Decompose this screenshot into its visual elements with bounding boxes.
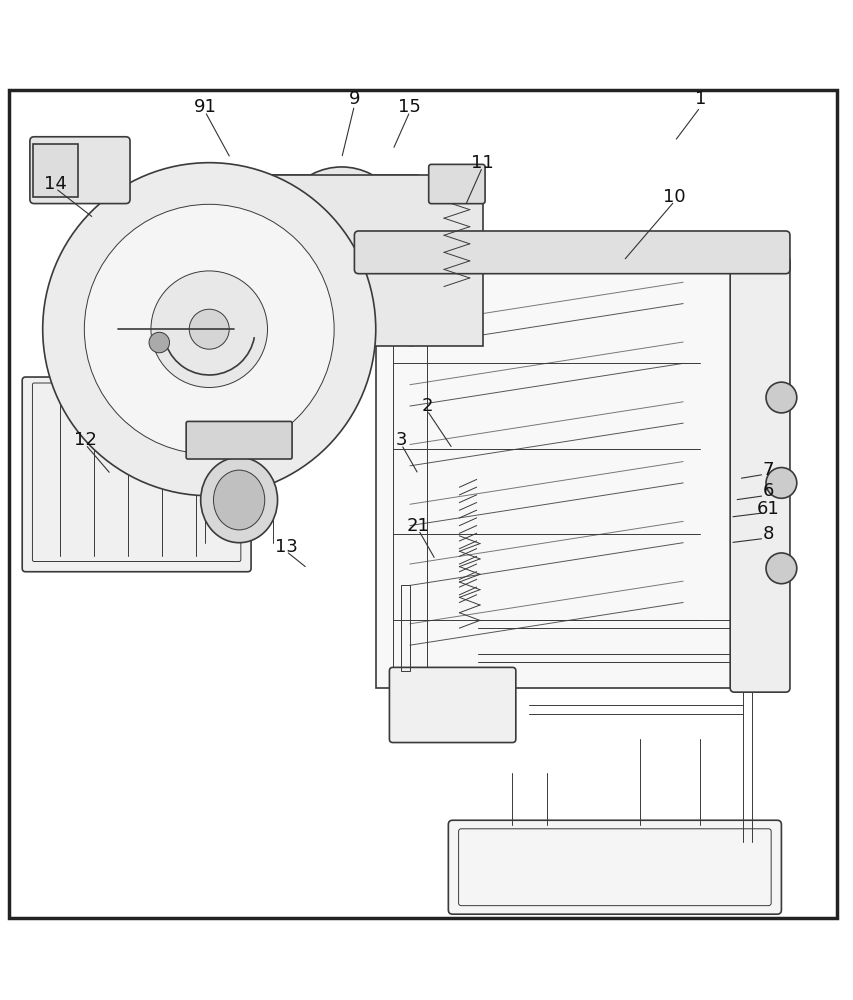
Text: 9: 9 (348, 90, 360, 108)
FancyBboxPatch shape (30, 137, 130, 204)
Circle shape (189, 309, 229, 349)
Text: 21: 21 (407, 517, 429, 535)
Circle shape (765, 468, 796, 498)
Circle shape (765, 553, 796, 584)
Circle shape (765, 382, 796, 413)
FancyBboxPatch shape (22, 377, 251, 572)
Text: 11: 11 (471, 154, 493, 172)
FancyBboxPatch shape (209, 175, 482, 346)
Text: 1: 1 (693, 90, 705, 108)
FancyBboxPatch shape (33, 144, 78, 197)
Text: 7: 7 (762, 461, 774, 479)
Text: 61: 61 (757, 500, 779, 518)
Text: 10: 10 (663, 188, 685, 206)
Ellipse shape (213, 470, 264, 530)
Text: 14: 14 (44, 175, 67, 193)
FancyBboxPatch shape (186, 421, 292, 459)
Ellipse shape (264, 167, 418, 355)
Circle shape (43, 163, 375, 496)
Circle shape (84, 204, 334, 454)
Text: 6: 6 (762, 482, 774, 500)
Circle shape (149, 332, 169, 353)
FancyBboxPatch shape (729, 257, 789, 692)
Text: 8: 8 (762, 525, 774, 543)
Text: 3: 3 (395, 431, 407, 449)
FancyBboxPatch shape (428, 164, 485, 204)
FancyBboxPatch shape (375, 261, 751, 688)
Text: 12: 12 (74, 431, 96, 449)
Text: 15: 15 (398, 98, 421, 116)
Ellipse shape (200, 457, 277, 543)
FancyBboxPatch shape (354, 231, 789, 274)
Circle shape (151, 271, 267, 387)
FancyBboxPatch shape (448, 820, 780, 914)
Text: 2: 2 (421, 397, 432, 415)
Text: 13: 13 (275, 538, 297, 556)
FancyBboxPatch shape (389, 667, 515, 743)
Text: 91: 91 (194, 98, 216, 116)
